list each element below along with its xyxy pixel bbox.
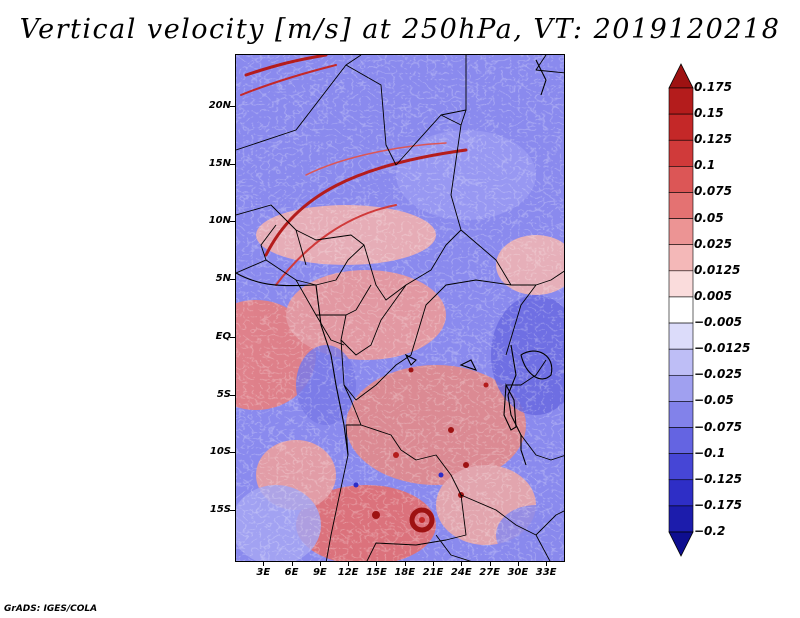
- colorbar-bin: [668, 244, 694, 272]
- lat-tick-mark: [230, 221, 235, 223]
- colorbar-label: −0.05: [694, 393, 734, 408]
- colorbar-bin: [668, 505, 694, 533]
- lon-tick-mark: [319, 562, 321, 566]
- colorbar-bin: [668, 87, 694, 115]
- lat-tick-label: 15N: [208, 157, 231, 169]
- lat-tick-label: 10N: [208, 215, 231, 227]
- lat-tick-mark: [230, 510, 235, 512]
- colorbar-label: −0.175: [694, 497, 743, 512]
- colorbar-top-arrow: [668, 63, 694, 89]
- lon-tick-label: 3E: [256, 567, 271, 578]
- colorbar-label: −0.1: [694, 445, 726, 460]
- colorbar-label: −0.0125: [694, 341, 751, 356]
- lon-tick-mark: [376, 562, 378, 566]
- chart-title: Vertical velocity [m/s] at 250hPa, VT: 2…: [19, 14, 781, 45]
- colorbar-label: −0.005: [694, 315, 743, 330]
- colorbar: [668, 63, 694, 557]
- lon-tick-mark: [433, 562, 434, 566]
- colorbar-label: −0.075: [694, 419, 743, 434]
- lon-tick-label: 6E: [284, 567, 299, 578]
- grads-credit: GrADS: IGES/COLA: [4, 604, 98, 614]
- lat-tick-label: 20N: [208, 99, 231, 111]
- lon-tick-label: 9E: [312, 567, 327, 578]
- colorbar-label: 0.125: [694, 132, 732, 147]
- lon-tick-mark: [546, 562, 548, 566]
- colorbar-bin: [668, 192, 694, 219]
- colorbar-bin: [668, 296, 694, 324]
- lat-tick-label: 5S: [216, 388, 231, 400]
- lat-tick-label: 15S: [209, 504, 231, 516]
- lon-tick-label: 27E: [479, 567, 500, 578]
- colorbar-bin: [668, 270, 694, 298]
- colorbar-label: 0.1: [694, 158, 716, 173]
- lon-tick-label: 12E: [337, 567, 359, 578]
- lat-tick-mark: [230, 163, 235, 165]
- colorbar-label: −0.025: [694, 367, 743, 382]
- lon-tick-label: 24E: [450, 567, 472, 578]
- colorbar-bin: [668, 348, 694, 376]
- lon-tick-label: 33E: [535, 567, 557, 578]
- lon-tick-mark: [517, 562, 519, 566]
- colorbar-bin: [668, 479, 694, 507]
- colorbar-label: 0.0125: [694, 262, 741, 277]
- colorbar-bin: [668, 401, 694, 428]
- lon-tick-label: 15E: [366, 567, 387, 578]
- lat-tick-mark: [230, 279, 235, 281]
- colorbar-bin: [668, 218, 694, 246]
- strong-updraft-bands: [240, 55, 468, 286]
- colorbar-bin: [668, 139, 694, 167]
- colorbar-bin: [668, 113, 694, 141]
- map-panel: [235, 54, 565, 562]
- colorbar-label: −0.125: [694, 471, 743, 486]
- lon-tick-mark: [461, 562, 463, 566]
- colorbar-bin: [668, 374, 694, 402]
- lon-tick-label: 18E: [394, 567, 416, 578]
- colorbar-bottom-arrow: [668, 531, 694, 557]
- convective-cells: [353, 367, 489, 533]
- colorbar-label: 0.175: [694, 80, 732, 94]
- colorbar-label: 0.005: [694, 288, 732, 303]
- lon-tick-label: 21E: [422, 567, 444, 578]
- lat-tick-label: EQ: [215, 330, 231, 342]
- colorbar-bin: [668, 427, 694, 454]
- coastlines-lakes: [236, 59, 553, 466]
- colorbar-label: 0.05: [694, 210, 724, 225]
- lat-tick-mark: [230, 394, 235, 396]
- lat-tick-label: 5N: [215, 273, 231, 285]
- lat-tick-mark: [230, 105, 235, 107]
- lon-tick-label: 30E: [507, 567, 529, 578]
- lon-tick-mark: [489, 562, 491, 566]
- colorbar-label: 0.15: [694, 106, 724, 121]
- colorbar-bin: [668, 322, 694, 350]
- lat-tick-label: 10S: [209, 446, 231, 458]
- lat-tick-mark: [230, 452, 235, 454]
- lon-tick-mark: [348, 562, 350, 566]
- lon-tick-mark: [291, 562, 293, 566]
- colorbar-label: 0.025: [694, 236, 732, 251]
- colorbar-label: −0.2: [694, 524, 726, 538]
- lon-tick-mark: [263, 562, 265, 566]
- colorbar-bin: [668, 166, 694, 193]
- colorbar-label: 0.075: [694, 184, 732, 199]
- lon-tick-mark: [404, 562, 406, 566]
- colorbar-bin: [668, 453, 694, 481]
- lat-tick-mark: [230, 336, 235, 338]
- vertical-velocity-field: [236, 55, 564, 561]
